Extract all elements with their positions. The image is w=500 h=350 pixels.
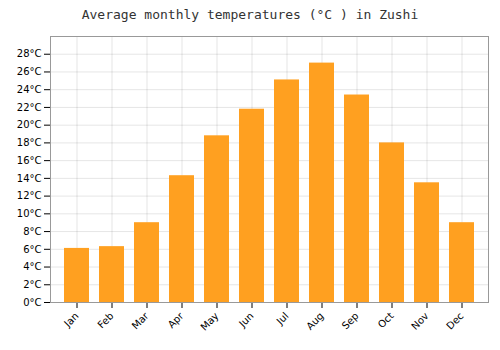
svg-text:12°C: 12°C [17,190,42,201]
svg-text:Oct: Oct [376,310,396,330]
svg-text:Sep: Sep [340,310,361,331]
svg-text:24°C: 24°C [17,84,42,95]
svg-text:6°C: 6°C [23,244,41,255]
svg-text:0°C: 0°C [23,297,41,308]
svg-text:Jul: Jul [274,310,291,327]
svg-text:Feb: Feb [95,310,115,330]
svg-text:8°C: 8°C [23,226,41,237]
svg-text:Nov: Nov [409,310,431,332]
svg-text:26°C: 26°C [17,66,42,77]
html-text:Average monthly temperatures (: Average monthly temperatures (°C ) in Zu… [81,7,419,22]
svg-text:18°C: 18°C [17,137,42,148]
svg-text:28°C: 28°C [17,48,42,59]
svg-text:May: May [198,310,220,332]
svg-text:2°C: 2°C [23,279,41,290]
svg-text:22°C: 22°C [17,102,42,113]
svg-text:16°C: 16°C [17,155,42,166]
svg-text:Mar: Mar [130,310,152,332]
svg-text:Apr: Apr [166,310,187,331]
svg-text:4°C: 4°C [23,261,41,272]
svg-text:Aug: Aug [304,310,326,332]
svg-text:Dec: Dec [444,310,465,331]
svg-text:20°C: 20°C [17,119,42,130]
svg-text:Jun: Jun [236,310,256,330]
svg-text:14°C: 14°C [17,173,42,184]
svg-text:Jan: Jan [61,310,80,329]
svg-text:10°C: 10°C [17,208,42,219]
